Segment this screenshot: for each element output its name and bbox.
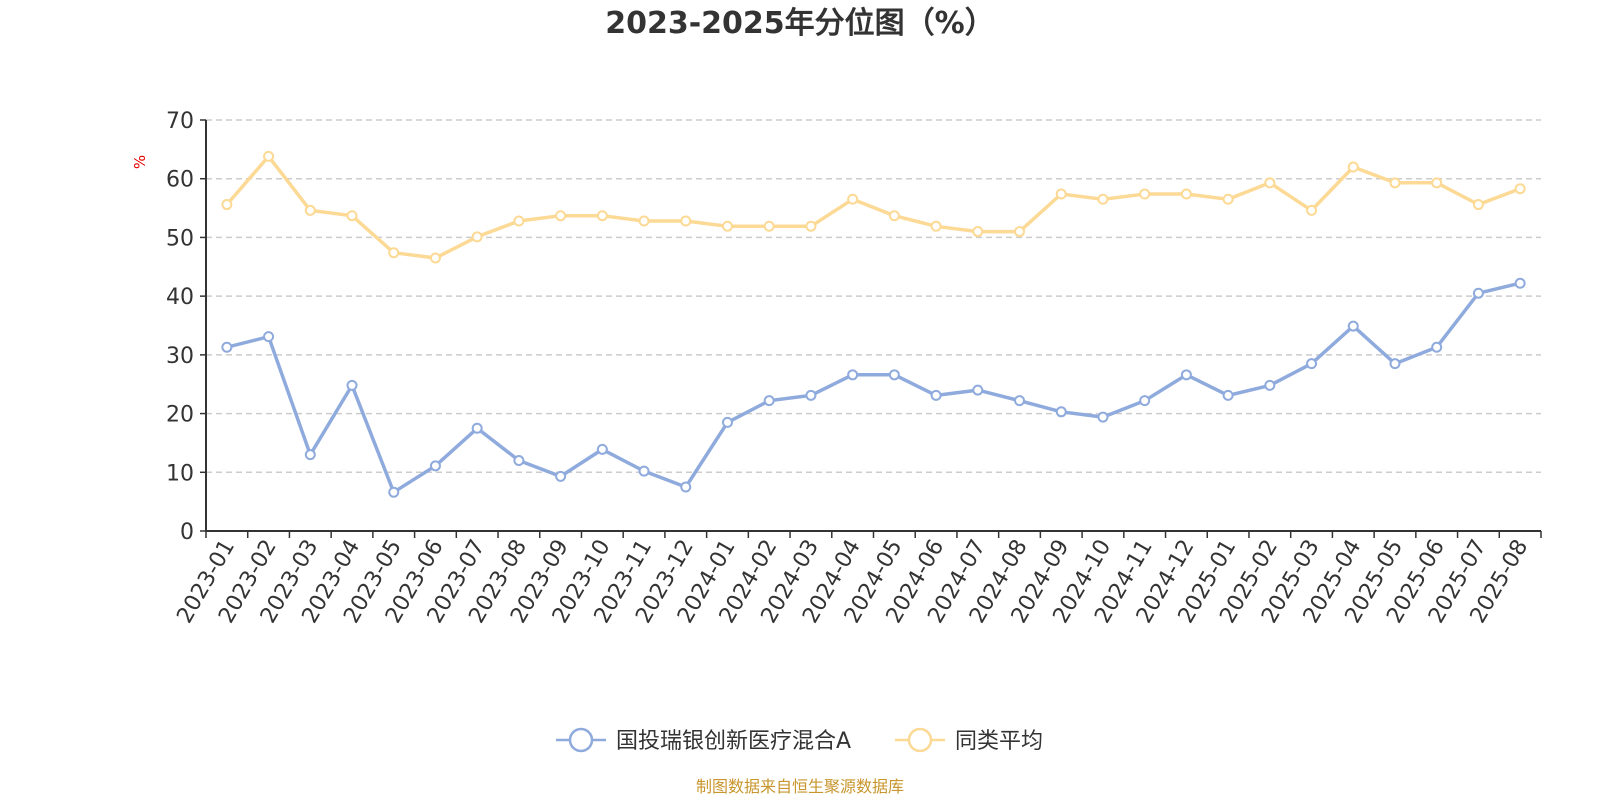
y-tick-label: 30: [166, 344, 194, 369]
data-point: [1264, 379, 1276, 391]
gridlines: [206, 119, 1541, 474]
data-point: [1014, 226, 1026, 238]
data-point: [972, 226, 984, 238]
y-tick-label: 10: [166, 461, 194, 486]
data-point: [1222, 389, 1234, 401]
data-point: [1347, 320, 1359, 332]
data-point: [1306, 204, 1318, 216]
legend-marker: [568, 727, 594, 753]
data-point: [263, 331, 275, 343]
y-axis-ticks: 0 10 20 30 40 50 60 70: [166, 109, 206, 545]
data-point: [1264, 177, 1276, 189]
data-point: [680, 481, 692, 493]
data-point: [1097, 411, 1109, 423]
series-line-2: [225, 154, 1521, 260]
data-point: [805, 220, 817, 232]
data-point: [1389, 177, 1401, 189]
data-point: [638, 215, 650, 227]
data-point: [1389, 358, 1401, 370]
data-point: [1180, 188, 1192, 200]
data-point: [513, 455, 525, 467]
data-point: [1472, 287, 1484, 299]
y-axis-unit-label: %: [131, 155, 149, 169]
legend-label: 同类平均: [955, 729, 1043, 754]
data-point: [1472, 199, 1484, 211]
y-tick-label: 50: [166, 226, 194, 251]
y-tick-label: 70: [166, 109, 194, 134]
data-point: [304, 204, 316, 216]
data-point: [221, 199, 233, 211]
data-point: [972, 384, 984, 396]
data-point: [1014, 395, 1026, 407]
data-point: [1514, 277, 1526, 289]
data-point: [1222, 193, 1234, 205]
y-tick-label: 20: [166, 403, 194, 428]
data-point: [930, 389, 942, 401]
data-point: [888, 210, 900, 222]
data-point: [1431, 341, 1443, 353]
data-point: [1514, 183, 1526, 195]
data-point: [346, 379, 358, 391]
data-point: [471, 422, 483, 434]
y-tick-label: 40: [166, 285, 194, 310]
series-points: [221, 150, 1526, 498]
legend-marker: [907, 727, 933, 753]
data-point: [1139, 395, 1151, 407]
data-point: [1431, 177, 1443, 189]
legend-item-1[interactable]: 国投瑞银创新医疗混合A: [556, 727, 851, 754]
data-point: [263, 150, 275, 162]
y-tick-label: 0: [180, 520, 194, 545]
chart-title: 2023-2025年分位图（%）: [605, 6, 995, 41]
series-lines: [225, 154, 1521, 494]
data-point: [680, 215, 692, 227]
data-point: [1139, 188, 1151, 200]
y-tick-label: 60: [166, 168, 194, 193]
data-point: [221, 341, 233, 353]
data-point: [763, 220, 775, 232]
data-point: [513, 215, 525, 227]
data-point: [888, 369, 900, 381]
x-axis-ticks: 2023-012023-022023-032023-042023-052023-…: [172, 531, 1542, 628]
data-point: [388, 486, 400, 498]
data-point: [930, 220, 942, 232]
data-point: [429, 460, 441, 472]
data-point: [638, 465, 650, 477]
legend-label: 国投瑞银创新医疗混合A: [616, 729, 851, 754]
data-point: [471, 231, 483, 243]
data-point: [596, 443, 608, 455]
data-point: [388, 247, 400, 259]
data-point: [555, 470, 567, 482]
data-point: [555, 210, 567, 222]
data-source-note: 制图数据来自恒生聚源数据库: [696, 777, 904, 796]
data-point: [1306, 358, 1318, 370]
data-point: [721, 220, 733, 232]
data-point: [1180, 369, 1192, 381]
data-point: [805, 389, 817, 401]
data-point: [721, 416, 733, 428]
data-point: [596, 210, 608, 222]
data-point: [847, 369, 859, 381]
data-point: [763, 395, 775, 407]
data-point: [304, 449, 316, 461]
series-line-1: [226, 281, 1521, 494]
legend-item-2[interactable]: 同类平均: [895, 727, 1043, 754]
data-point: [1347, 161, 1359, 173]
data-point: [1097, 193, 1109, 205]
data-point: [1055, 406, 1067, 418]
legend[interactable]: 国投瑞银创新医疗混合A 同类平均: [556, 727, 1043, 754]
data-point: [847, 193, 859, 205]
data-point: [346, 210, 358, 222]
data-point: [429, 252, 441, 264]
data-point: [1055, 188, 1067, 200]
